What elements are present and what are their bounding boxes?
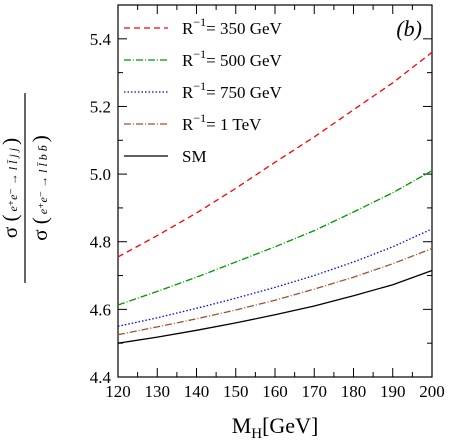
legend-label-2: R−1= 750 GeV xyxy=(182,79,283,102)
legend-label-4: SM xyxy=(182,147,207,166)
series-line-3 xyxy=(117,247,433,336)
series-line-2 xyxy=(117,228,433,327)
series-line-4 xyxy=(117,269,433,344)
y-tick-label: 4.4 xyxy=(90,368,112,387)
x-axis: 120 130 140 150 160 170 180 190 200 xyxy=(105,5,445,401)
x-axis-label-main: M xyxy=(232,413,252,438)
x-tick-label: 120 xyxy=(105,382,131,401)
series-layer xyxy=(117,51,433,344)
y-label-denominator: σ ( e⁺e⁻ → l l̄ b b̄ ) xyxy=(28,135,52,241)
x-tick-label: 170 xyxy=(302,382,328,401)
y-tick-label: 4.6 xyxy=(90,300,111,319)
y-tick-label: 4.8 xyxy=(90,233,111,252)
y-label-numerator: σ ( e⁺e⁻ → l l̄ j j ) xyxy=(0,138,22,238)
x-tick-label: 130 xyxy=(145,382,171,401)
x-tick-label: 160 xyxy=(262,382,288,401)
x-tick-label: 190 xyxy=(380,382,406,401)
y-tick-label: 5.0 xyxy=(90,165,111,184)
y-tick-label: 5.2 xyxy=(90,97,111,116)
panel-label: (b) xyxy=(396,16,422,41)
y-axis: 4.4 4.6 4.8 5.0 5.2 5.4 xyxy=(90,4,432,387)
legend-label-3: R−1= 1 TeV xyxy=(182,111,262,134)
legend-label-1: R−1= 500 GeV xyxy=(182,47,283,70)
x-axis-label-unit: [GeV] xyxy=(262,413,318,438)
x-tick-label: 140 xyxy=(184,382,210,401)
legend: R−1= 350 GeV R−1= 500 GeV R−1= 750 GeV R−1=… xyxy=(124,15,283,166)
x-tick-label: 180 xyxy=(341,382,367,401)
series-line-0 xyxy=(117,51,433,258)
legend-label-0: R−1= 350 GeV xyxy=(182,15,283,38)
x-axis-label: MH[GeV] xyxy=(232,413,319,442)
y-tick-label: 5.4 xyxy=(90,30,112,49)
series-line-1 xyxy=(117,170,433,306)
x-tick-label: 150 xyxy=(223,382,249,401)
x-axis-label-sub: H xyxy=(251,426,262,442)
y-axis-label: σ ( e⁺e⁻ → l l̄ j j ) σ ( e⁺e⁻ → l l̄ b b… xyxy=(0,93,52,283)
x-tick-label: 200 xyxy=(419,382,445,401)
